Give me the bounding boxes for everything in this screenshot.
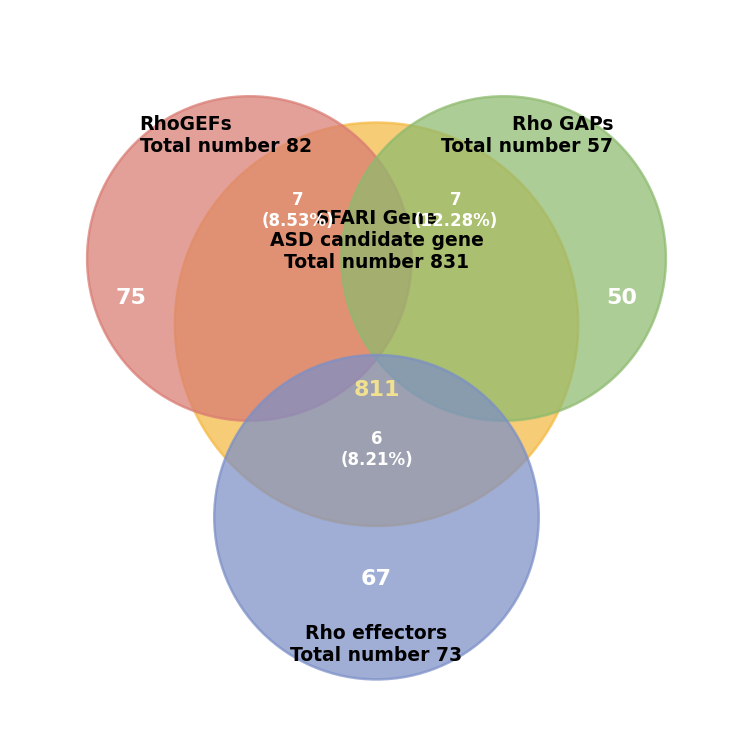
Circle shape: [215, 355, 538, 679]
Text: Rho effectors
Total number 73: Rho effectors Total number 73: [291, 624, 462, 665]
Text: 50: 50: [607, 288, 638, 308]
Text: RhoGEFs
Total number 82: RhoGEFs Total number 82: [140, 115, 312, 156]
Circle shape: [175, 123, 578, 526]
Text: 7
(8.53%): 7 (8.53%): [261, 191, 334, 229]
Text: 7
(12.28%): 7 (12.28%): [413, 191, 498, 229]
Text: 6
(8.21%): 6 (8.21%): [340, 431, 413, 469]
Circle shape: [341, 96, 666, 421]
Text: Rho GAPs
Total number 57: Rho GAPs Total number 57: [441, 115, 613, 156]
Text: 67: 67: [361, 568, 392, 589]
Text: 75: 75: [115, 288, 146, 308]
Circle shape: [87, 96, 412, 421]
Text: 811: 811: [353, 380, 400, 400]
Text: SFARI Gene
ASD candidate gene
Total number 831: SFARI Gene ASD candidate gene Total numb…: [270, 209, 483, 273]
